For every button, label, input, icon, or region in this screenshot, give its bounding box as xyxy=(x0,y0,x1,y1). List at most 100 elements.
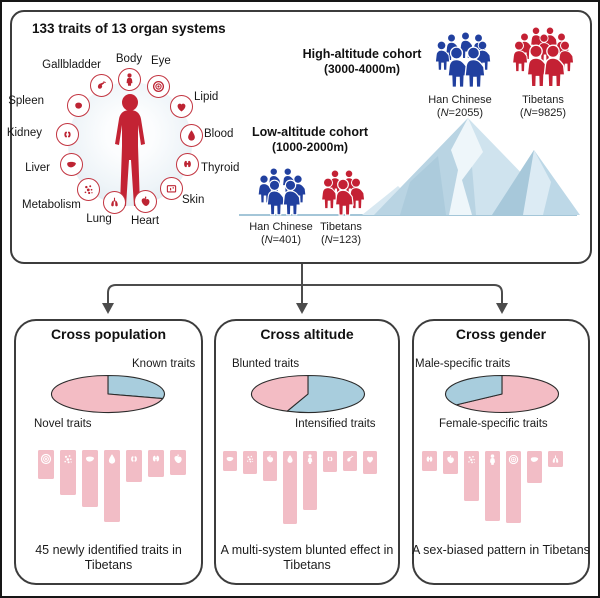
trait-bar-thyroid xyxy=(148,450,164,477)
cross-gender-bar-chart xyxy=(422,451,563,523)
human-body-icon xyxy=(115,94,145,206)
organ-label-skin: Skin xyxy=(182,194,205,206)
trait-bar-lung xyxy=(548,451,563,467)
lung-icon xyxy=(103,191,126,214)
pie-slice xyxy=(51,374,164,414)
heart-icon xyxy=(134,190,157,213)
female-specific-traits-label: Female-specific traits xyxy=(439,418,548,430)
metabolism-icon xyxy=(77,178,100,201)
thyroid-icon xyxy=(176,153,199,176)
organ-label-kidney: Kidney xyxy=(6,127,42,139)
trait-bar-liver xyxy=(82,450,98,507)
body-icon xyxy=(118,68,141,91)
pie-slice xyxy=(107,374,166,400)
organ-label-heart: Heart xyxy=(130,215,160,227)
liver-icon xyxy=(60,153,83,176)
eye-icon xyxy=(40,453,52,464)
kidney-icon xyxy=(131,455,137,462)
metabolism-icon xyxy=(247,455,254,462)
trait-bar-lipid xyxy=(363,451,377,474)
trait-bar-liver xyxy=(527,451,542,483)
low-altitude-cohort-title: Low-altitude cohort xyxy=(252,125,368,139)
group-label: Tibetans xyxy=(320,221,362,233)
eye-icon xyxy=(147,75,170,98)
group-sample-size: (N=2055) xyxy=(436,107,484,119)
trait-bar-eye xyxy=(506,451,521,523)
cross-altitude-bar-chart xyxy=(223,451,377,524)
thyroid-icon xyxy=(152,455,160,461)
group-label: Han Chinese xyxy=(428,94,492,106)
organ-label-gallbladder: Gallbladder xyxy=(42,59,101,71)
liver-icon xyxy=(530,456,539,462)
group-label: Tibetans xyxy=(522,94,564,106)
high-altitude-cohort-range: (3000-4000m) xyxy=(323,62,401,76)
figure-title: 133 traits of 13 organ systems xyxy=(32,21,226,36)
trait-bar-gallbladder xyxy=(343,451,357,471)
cross-altitude-caption: A multi-system blunted effect in Tibetan… xyxy=(220,543,394,573)
organ-label-liver: Liver xyxy=(25,162,50,174)
organ-label-eye: Eye xyxy=(151,55,171,67)
people-group-icon-tibetans xyxy=(321,169,366,216)
organ-label-blood: Blood xyxy=(204,128,234,140)
pie-slice xyxy=(250,374,309,412)
eye-icon xyxy=(508,454,519,464)
group-sample-size: (N=9825) xyxy=(519,107,567,119)
organ-label-thyroid: Thyroid xyxy=(201,162,240,174)
organ-label-lung: Lung xyxy=(86,213,112,225)
low-altitude-cohort-range: (1000-2000m) xyxy=(271,140,349,154)
kidney-icon xyxy=(56,123,79,146)
trait-bar-blood xyxy=(104,450,120,522)
trait-bar-body xyxy=(303,451,317,510)
group-label: Han Chinese xyxy=(249,221,313,233)
known-traits-label: Known traits xyxy=(132,358,196,370)
novel-traits-label: Novel traits xyxy=(34,418,92,430)
people-group-icon-han-chinese xyxy=(434,31,492,88)
cross-gender-pie-chart xyxy=(444,374,560,414)
pie-slice xyxy=(455,374,560,414)
body-icon xyxy=(490,453,495,465)
trait-bar-blood xyxy=(283,451,297,524)
intensified-traits-label: Intensified traits xyxy=(295,418,376,430)
trait-bar-metabolism xyxy=(243,451,257,474)
organ-label-body: Body xyxy=(115,53,143,65)
high-altitude-cohort-title: High-altitude cohort xyxy=(302,47,422,61)
organ-label-lipid: Lipid xyxy=(194,91,219,103)
cross-altitude-pie-chart xyxy=(250,374,366,414)
metabolism-icon xyxy=(468,455,475,463)
organ-label-spleen: Spleen xyxy=(8,95,44,107)
lipid-icon xyxy=(170,95,193,118)
lipid-icon xyxy=(366,456,374,463)
cross-population-pie-chart xyxy=(51,374,166,414)
trait-bar-liver xyxy=(223,451,237,471)
thyroid-icon xyxy=(426,455,433,462)
blood-icon xyxy=(287,454,293,463)
cross-population-bar-chart xyxy=(38,450,186,522)
pie-slice xyxy=(286,374,366,414)
trait-bar-heart xyxy=(443,451,458,474)
male-specific-traits-label: Male-specific traits xyxy=(415,358,511,370)
group-sample-size: (N=401) xyxy=(260,234,302,246)
group-sample-size: (N=123) xyxy=(320,234,362,246)
trait-bar-thyroid xyxy=(422,451,437,471)
heart-icon xyxy=(267,454,274,462)
skin-icon xyxy=(160,177,183,200)
people-group-icon-han-chinese xyxy=(257,167,307,216)
gallbladder-icon xyxy=(90,74,113,97)
blood-icon xyxy=(180,124,203,147)
liver-icon xyxy=(226,456,234,461)
pie-slice xyxy=(444,374,503,406)
cross-population-caption: 45 newly identified traits in Tibetans xyxy=(35,543,182,573)
trait-bar-kidney xyxy=(323,451,337,472)
panel-title-cross-altitude: Cross altitude xyxy=(260,326,354,342)
mountain-icon xyxy=(362,118,580,215)
trait-bar-kidney xyxy=(126,450,142,482)
lung-icon xyxy=(552,454,559,463)
trait-bar-metabolism xyxy=(464,451,479,501)
liver-icon xyxy=(86,456,94,462)
heart-icon xyxy=(174,454,182,463)
panel-title-cross-population: Cross population xyxy=(50,326,167,342)
trait-bar-heart xyxy=(263,451,277,481)
heart-icon xyxy=(447,454,454,463)
trait-bar-eye xyxy=(38,450,54,479)
